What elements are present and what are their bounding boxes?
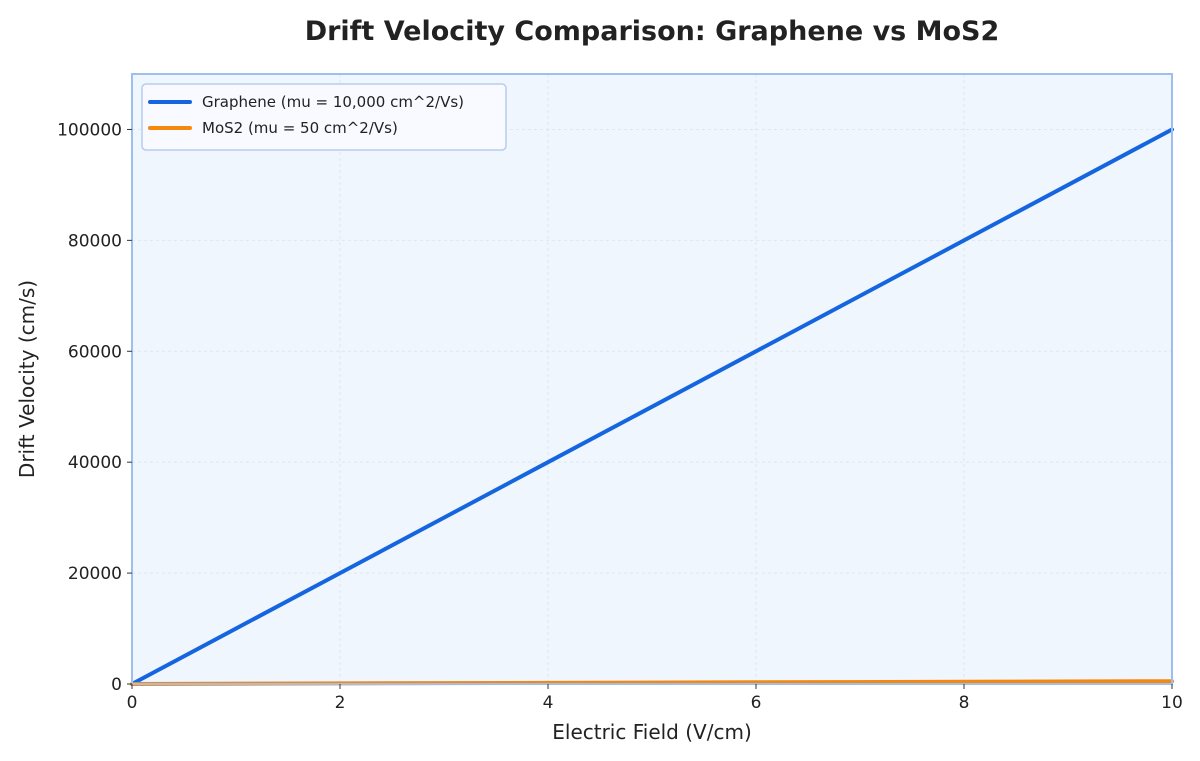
x-tick-label: 2	[335, 693, 346, 713]
x-axis: 0 2 4 6 8 10	[127, 684, 1183, 713]
chart-title: Drift Velocity Comparison: Graphene vs M…	[305, 16, 1000, 47]
plot-frame	[131, 73, 1173, 685]
y-tick-label: 20000	[68, 564, 122, 584]
x-tick-label: 0	[127, 693, 138, 713]
y-tick-label: 60000	[68, 342, 122, 362]
y-tick-label: 100000	[57, 120, 122, 140]
legend: Graphene (mu = 10,000 cm^2/Vs) MoS2 (mu =…	[141, 83, 507, 151]
y-tick-label: 0	[111, 675, 122, 695]
x-axis-label: Electric Field (V/cm)	[552, 720, 752, 744]
y-axis-label: Drift Velocity (cm/s)	[15, 280, 39, 478]
y-tick-label: 40000	[68, 453, 122, 473]
x-tick-label: 8	[959, 693, 970, 713]
y-axis: 0 20000 40000 60000 80000 100000	[57, 120, 132, 695]
legend-label: Graphene (mu = 10,000 cm^2/Vs)	[202, 93, 464, 111]
legend-box	[141, 83, 507, 151]
y-tick-label: 80000	[68, 231, 122, 251]
x-tick-label: 6	[751, 693, 762, 713]
series-line-1	[130, 127, 1174, 686]
x-tick-label: 10	[1161, 693, 1183, 713]
legend-label: MoS2 (mu = 50 cm^2/Vs)	[202, 119, 398, 137]
x-tick-label: 4	[543, 693, 554, 713]
plot-area	[132, 74, 1172, 684]
